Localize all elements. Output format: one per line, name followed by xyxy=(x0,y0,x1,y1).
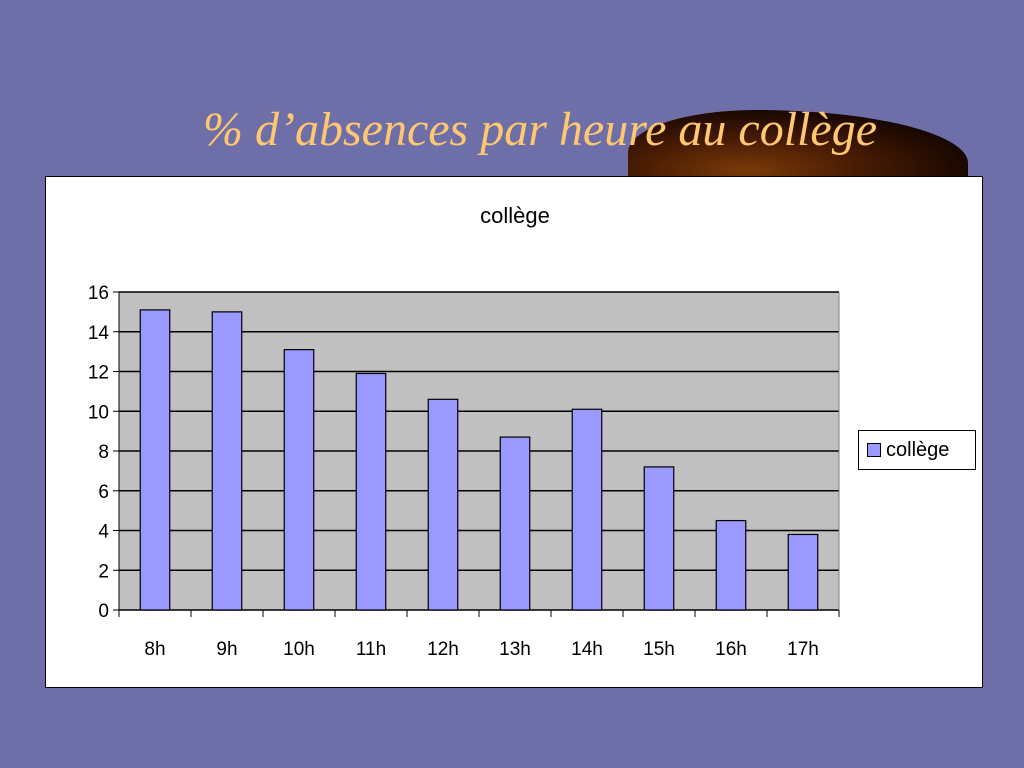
bar-16h xyxy=(715,519,747,611)
bar-9h xyxy=(211,311,243,611)
y-tick-label: 0 xyxy=(98,601,109,622)
y-tick-label: 16 xyxy=(88,283,109,304)
bar-chart: collège 0 2 4 6 8 10 12 14 16 8h 9h 10h 11h 12h 13h 14h… xyxy=(88,203,840,660)
x-tick-label: 13h xyxy=(499,639,531,660)
bar-12h xyxy=(427,398,459,611)
x-tick-label: 8h xyxy=(144,639,165,660)
legend-label: collège xyxy=(886,438,950,461)
y-tick-label: 10 xyxy=(88,402,109,423)
y-tick-label: 14 xyxy=(88,323,110,344)
y-tick-label: 6 xyxy=(98,482,109,503)
slide-title: % d’absences par heure au collège xyxy=(202,103,877,156)
bar-15h xyxy=(643,466,675,611)
chart-title: collège xyxy=(480,203,550,228)
x-tick-label: 14h xyxy=(571,639,603,660)
x-tick-label: 11h xyxy=(356,639,386,660)
x-tick-label: 15h xyxy=(643,639,675,660)
chart-legend: collège xyxy=(858,430,976,470)
y-tick-label: 12 xyxy=(88,363,109,384)
bar-13h xyxy=(499,436,531,611)
y-tick-label: 2 xyxy=(98,561,109,582)
bar-17h xyxy=(787,533,819,611)
x-tick-label: 9h xyxy=(216,639,237,660)
y-tick-label: 8 xyxy=(98,442,109,463)
legend-swatch xyxy=(867,443,881,457)
bar-10h xyxy=(283,349,315,611)
bar-14h xyxy=(571,408,603,611)
y-tick-label: 4 xyxy=(98,522,109,543)
x-tick-label: 12h xyxy=(427,639,459,660)
x-tick-label: 10h xyxy=(283,639,315,660)
x-tick-label: 16h xyxy=(715,639,747,660)
bar-8h xyxy=(139,309,171,611)
chart-container: collège 0 2 4 6 8 10 12 14 16 8h 9h 10h 11h 12h 13h 14h… xyxy=(45,176,983,688)
x-tick-label: 17h xyxy=(787,639,819,660)
bar-11h xyxy=(355,372,387,611)
